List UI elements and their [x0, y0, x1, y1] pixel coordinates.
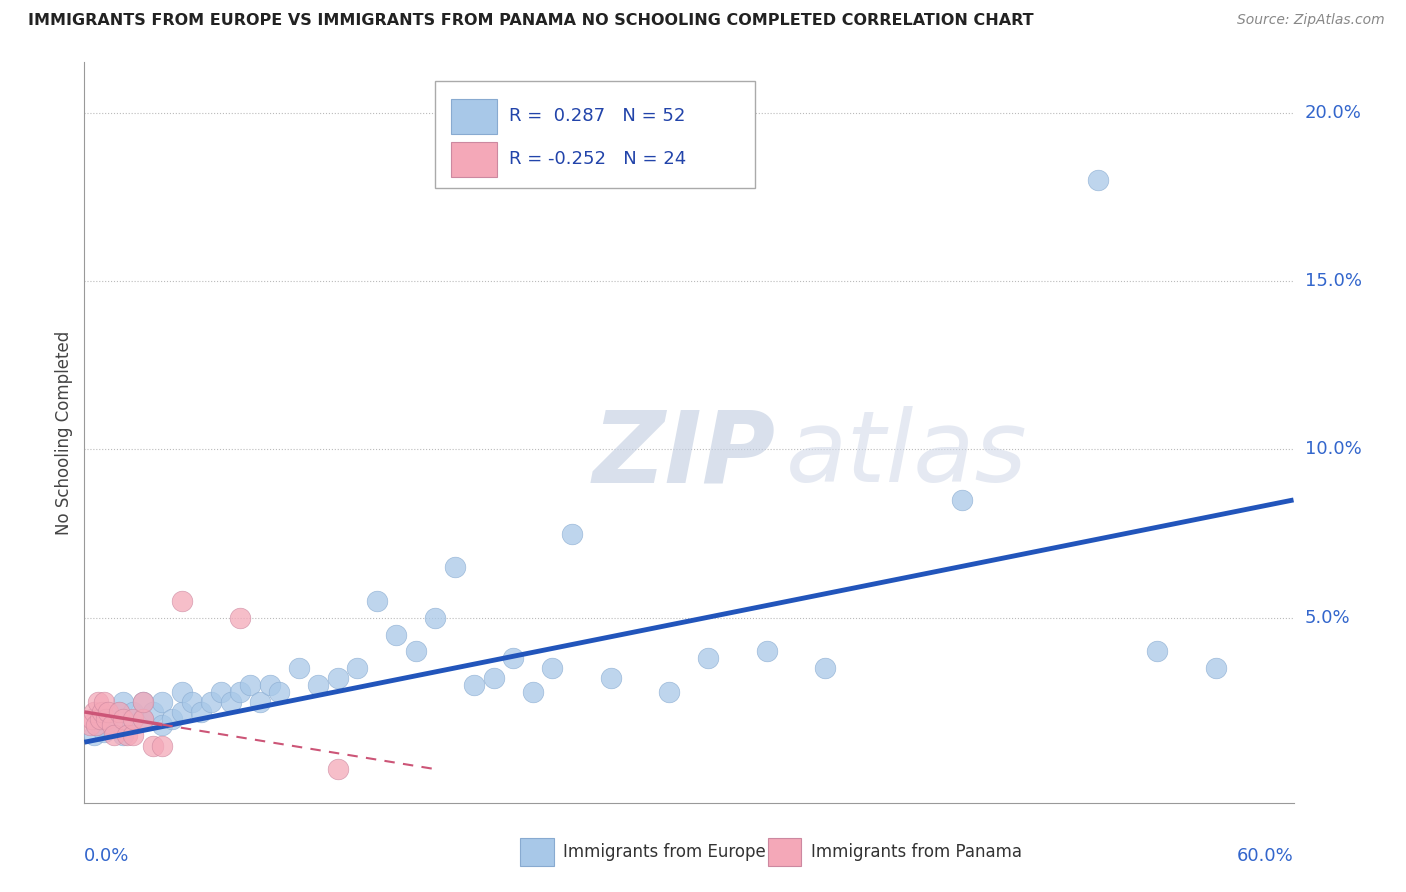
Point — [1087, 173, 1109, 187]
Point — [288, 661, 311, 675]
Y-axis label: No Schooling Completed: No Schooling Completed — [55, 331, 73, 534]
Point — [425, 610, 447, 624]
Point — [405, 644, 427, 658]
Point — [150, 695, 173, 709]
FancyBboxPatch shape — [451, 99, 496, 135]
Point — [561, 526, 583, 541]
Point — [1146, 644, 1168, 658]
Point — [444, 560, 467, 574]
FancyBboxPatch shape — [434, 81, 755, 188]
Text: R = -0.252   N = 24: R = -0.252 N = 24 — [509, 151, 686, 169]
Point — [103, 729, 125, 743]
Text: 60.0%: 60.0% — [1237, 847, 1294, 865]
Point — [79, 718, 101, 732]
Text: IMMIGRANTS FROM EUROPE VS IMMIGRANTS FROM PANAMA NO SCHOOLING COMPLETED CORRELAT: IMMIGRANTS FROM EUROPE VS IMMIGRANTS FRO… — [28, 13, 1033, 29]
Point — [93, 695, 115, 709]
Point — [170, 705, 193, 719]
Text: ZIP: ZIP — [592, 407, 775, 503]
Text: 0.0%: 0.0% — [84, 847, 129, 865]
Point — [90, 705, 112, 719]
Point — [142, 705, 165, 719]
Point — [239, 678, 262, 692]
Point — [541, 661, 564, 675]
Point — [132, 695, 155, 709]
Point — [522, 685, 544, 699]
Point — [160, 712, 183, 726]
FancyBboxPatch shape — [768, 838, 801, 866]
Point — [89, 712, 111, 726]
Point — [84, 718, 107, 732]
Point — [97, 712, 120, 726]
Point — [122, 712, 145, 726]
FancyBboxPatch shape — [520, 838, 554, 866]
Point — [307, 678, 329, 692]
Point — [132, 712, 155, 726]
Text: Immigrants from Europe: Immigrants from Europe — [564, 843, 766, 861]
Point — [366, 594, 388, 608]
Text: 15.0%: 15.0% — [1305, 272, 1361, 290]
Point — [112, 712, 135, 726]
Point — [170, 685, 193, 699]
Point — [385, 627, 408, 641]
Point — [82, 712, 104, 726]
Point — [249, 695, 271, 709]
Point — [100, 718, 122, 732]
Text: Immigrants from Panama: Immigrants from Panama — [811, 843, 1022, 861]
Point — [190, 705, 212, 719]
Point — [112, 729, 135, 743]
Point — [122, 712, 145, 726]
FancyBboxPatch shape — [451, 142, 496, 178]
Text: atlas: atlas — [786, 407, 1028, 503]
Point — [658, 685, 681, 699]
Point — [209, 685, 232, 699]
Point — [697, 651, 720, 665]
Point — [170, 594, 193, 608]
Point — [950, 492, 973, 507]
Point — [269, 685, 291, 699]
Point — [108, 705, 131, 719]
Point — [87, 695, 110, 709]
Point — [482, 671, 505, 685]
Text: Source: ZipAtlas.com: Source: ZipAtlas.com — [1237, 13, 1385, 28]
Point — [755, 644, 778, 658]
Point — [600, 671, 623, 685]
Point — [132, 695, 155, 709]
Point — [103, 718, 125, 732]
Point — [94, 712, 117, 726]
Point — [326, 762, 349, 776]
Point — [200, 695, 222, 709]
Point — [93, 725, 115, 739]
Text: 20.0%: 20.0% — [1305, 104, 1361, 122]
Point — [97, 705, 120, 719]
Point — [219, 695, 242, 709]
Point — [83, 729, 105, 743]
Point — [463, 678, 485, 692]
Point — [814, 661, 837, 675]
Point — [89, 718, 111, 732]
Point — [229, 610, 252, 624]
Point — [122, 729, 145, 743]
Point — [150, 739, 173, 753]
Point — [502, 651, 524, 665]
Point — [112, 695, 135, 709]
Point — [346, 661, 368, 675]
Point — [150, 718, 173, 732]
Text: 5.0%: 5.0% — [1305, 608, 1350, 627]
Point — [122, 705, 145, 719]
Point — [117, 729, 139, 743]
Point — [229, 685, 252, 699]
Point — [1205, 661, 1227, 675]
Point — [83, 705, 105, 719]
Point — [180, 695, 202, 709]
Point — [326, 671, 349, 685]
Text: 10.0%: 10.0% — [1305, 441, 1361, 458]
Point — [142, 739, 165, 753]
Point — [108, 705, 131, 719]
Text: R =  0.287   N = 52: R = 0.287 N = 52 — [509, 108, 685, 126]
Point — [132, 712, 155, 726]
Point — [259, 678, 281, 692]
